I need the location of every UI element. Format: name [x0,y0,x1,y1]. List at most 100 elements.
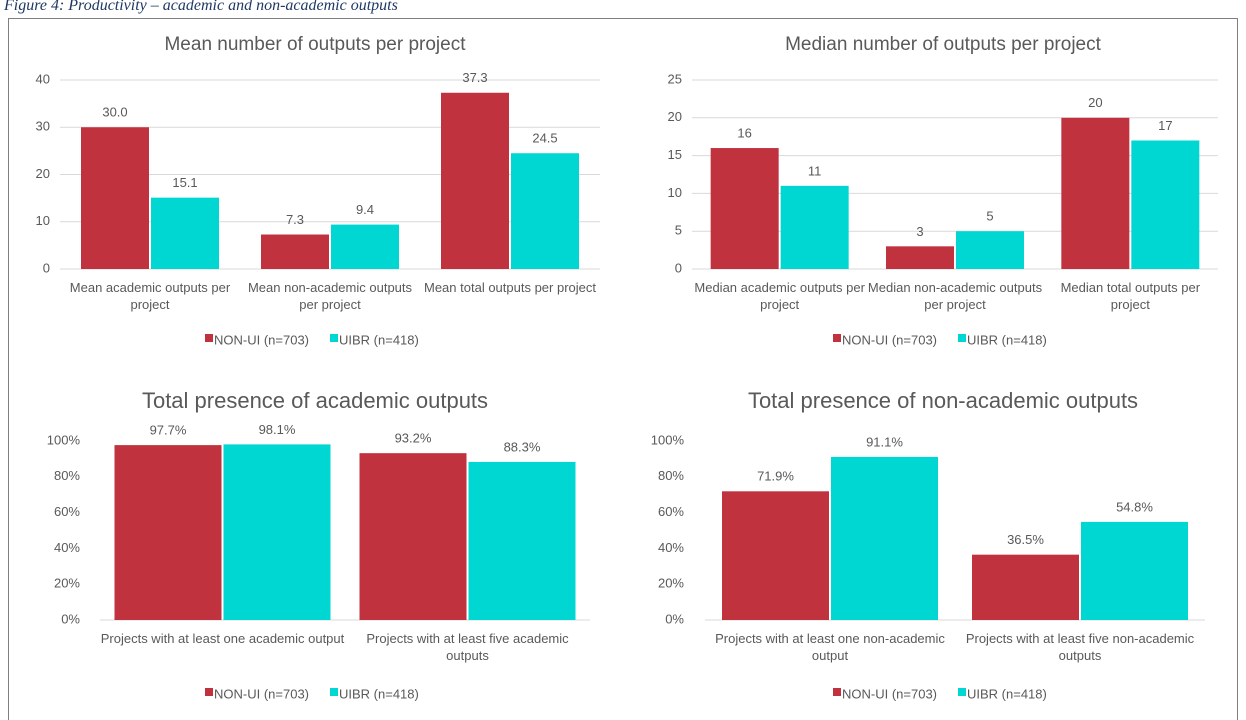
y-tick-label: 20 [668,109,682,124]
legend-swatch [833,688,841,696]
y-tick-label: 30 [36,119,50,134]
x-tick-label: Projects with at least one non-academic … [715,631,945,663]
y-tick-label: 10 [36,213,50,228]
bar [114,445,222,620]
legend-label: UIBR (n=418) [339,332,419,347]
value-label: 91.1% [866,434,903,449]
value-label: 71.9% [757,469,794,484]
value-label: 5 [986,209,993,224]
y-tick-label: 20 [36,166,50,181]
y-tick-label: 40% [54,540,80,555]
legend-label: NON-UI (n=703) [842,332,937,347]
bar [151,197,219,269]
bar [468,461,576,620]
bar [780,185,849,269]
x-tick-text: Projects with at least five academic out… [366,631,569,663]
bar [359,453,467,620]
x-tick-text: Projects with at least one non-academic … [715,631,945,663]
y-tick-label: 40% [658,540,684,555]
value-label: 24.5 [532,131,557,146]
x-tick-label: Projects with at least one academic outp… [100,631,345,646]
bar [1081,521,1188,620]
bar [956,231,1024,269]
x-tick-text: Median non-academic outputs per project [867,280,1043,312]
y-tick-label: 100% [47,432,81,447]
legend-label: NON-UI (n=703) [214,686,309,701]
value-label: 88.3% [504,439,541,454]
bar [81,127,149,269]
x-tick-text: Projects with at least five non-academic… [965,631,1195,663]
value-label: 17 [1158,118,1172,133]
y-tick-label: 60% [658,504,684,519]
legend-swatch [330,688,338,696]
bar [261,234,329,269]
y-tick-label: 0 [43,260,50,275]
y-tick-label: 0% [665,611,684,626]
frame [8,18,1238,720]
value-label: 9.4 [356,202,374,217]
x-tick-text: Mean academic outputs per project [69,280,231,312]
legend-swatch [330,334,338,342]
y-tick-label: 20% [658,576,684,591]
value-label: 7.3 [286,212,304,227]
value-label: 30.0 [102,105,127,120]
caption: Figure 4: Productivity – academic and no… [3,0,398,14]
legend-swatch [205,688,213,696]
chart-title: Median number of outputs per project [785,34,1102,55]
y-tick-label: 20% [54,576,80,591]
x-tick-label: Mean total outputs per project [424,280,596,295]
legend-label: NON-UI (n=703) [214,332,309,347]
bar [831,456,938,620]
bar [1131,140,1200,269]
value-label: 98.1% [259,422,296,437]
value-label: 11 [808,163,822,178]
value-label: 3 [916,224,923,239]
x-tick-label: Median non-academic outputs per project [867,280,1043,312]
y-tick-label: 10 [668,185,682,200]
bar [1061,117,1130,269]
legend-swatch [205,334,213,342]
y-tick-label: 80% [54,468,80,483]
x-tick-text: Mean total outputs per project [424,280,596,295]
bar [722,491,829,620]
legend-swatch [833,334,841,342]
x-tick-label: Projects with at least five non-academic… [965,631,1195,663]
legend-label: NON-UI (n=703) [842,686,937,701]
legend-label: UIBR (n=418) [339,686,419,701]
value-label: 37.3 [462,70,487,85]
legend-swatch [958,334,966,342]
x-tick-text: Median academic outputs per project [694,280,865,312]
y-tick-label: 100% [651,432,685,447]
value-label: 97.7% [150,423,187,438]
x-tick-label: Projects with at least five academic out… [366,631,569,663]
x-tick-text: Projects with at least one academic outp… [100,631,345,646]
legend-label: UIBR (n=418) [967,332,1047,347]
chart-title: Total presence of academic outputs [142,388,488,413]
y-tick-label: 0 [675,260,682,275]
y-tick-label: 5 [675,223,682,238]
y-tick-label: 0% [61,611,80,626]
x-tick-label: Mean non-academic outputs per project [247,280,413,312]
bar [886,246,954,269]
value-label: 20 [1088,95,1102,110]
x-tick-label: Median academic outputs per project [694,280,865,312]
y-tick-label: 80% [658,468,684,483]
bar [710,148,779,269]
y-tick-label: 25 [668,71,682,86]
value-label: 54.8% [1116,499,1153,514]
value-label: 93.2% [395,431,432,446]
bar [441,92,509,269]
chart-title: Mean number of outputs per project [164,34,466,55]
bar [331,224,399,269]
x-tick-label: Mean academic outputs per project [69,280,231,312]
bar [972,554,1079,620]
bar [511,153,579,269]
y-tick-label: 40 [36,71,50,86]
y-tick-label: 15 [668,147,682,162]
value-label: 36.5% [1007,532,1044,547]
legend-swatch [958,688,966,696]
x-tick-text: Mean non-academic outputs per project [247,280,413,312]
value-label: 16 [737,125,751,140]
x-tick-label: Median total outputs per project [1061,280,1200,312]
legend-label: UIBR (n=418) [967,686,1047,701]
